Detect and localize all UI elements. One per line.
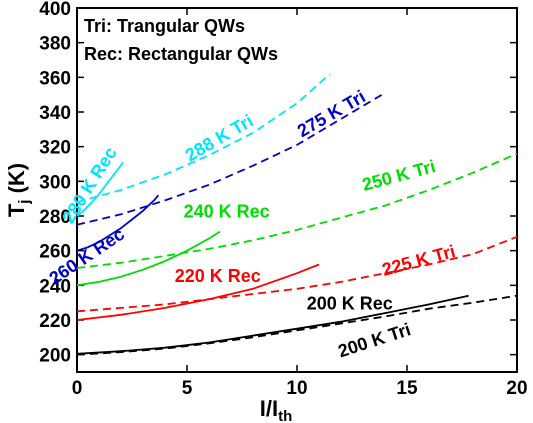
x-tick-label: 0: [72, 378, 83, 399]
y-tick-label: 340: [39, 103, 71, 124]
y-tick-label: 260: [39, 242, 71, 263]
curve-label-250-k-tri: 250 K Tri: [360, 156, 438, 195]
series-line-288-k-tri: [76, 73, 331, 203]
x-axis-label: I/Ith: [260, 396, 293, 423]
curve-label-240-k-rec: 240 K Rec: [184, 202, 270, 222]
y-tick-label: 300: [39, 172, 71, 193]
y-axis-label-sub: j: [16, 200, 33, 205]
y-tick-label: 200: [39, 346, 71, 367]
curve-label-220-k-rec: 220 K Rec: [175, 266, 261, 286]
y-tick-label: 320: [39, 138, 71, 159]
series-line-200-k-rec: [76, 294, 469, 355]
data-series: [76, 73, 518, 356]
curve-label-288-k-tri: 288 K Tri: [182, 111, 257, 166]
y-tick-label: 220: [39, 311, 71, 332]
x-axis-label-sub: th: [278, 408, 292, 423]
y-tick-label: 280: [39, 207, 71, 228]
legend-line-1: Tri: Trangular QWs: [84, 16, 245, 36]
x-tick-label: 20: [506, 378, 527, 399]
series-line-275-k-tri: [76, 92, 386, 226]
y-tick-label: 400: [39, 0, 71, 20]
axis-ticks: 0 5 10 15 20 200 220 240 260 280 300 320 340 360 380 40…: [39, 0, 527, 399]
y-axis-label-main: T: [4, 203, 29, 217]
curve-label-225-k-tri: 225 K Tri: [380, 241, 458, 280]
y-axis-label-unit: (K): [4, 163, 29, 200]
series-line-200-k-tri: [76, 294, 518, 356]
curve-label-275-k-tri: 275 K Tri: [294, 86, 369, 141]
y-tick-label: 360: [39, 68, 71, 89]
legend: Tri: Trangular QWs Rec: Rectangular QWs: [84, 16, 278, 64]
series-line-280-k-rec: [76, 161, 124, 217]
series-line-225-k-tri: [76, 235, 518, 313]
series-line-260-k-rec: [76, 194, 160, 252]
curve-label-200-k-tri: 200 K Tri: [336, 319, 414, 361]
y-tick-label: 380: [39, 34, 71, 55]
series-line-250-k-tri: [76, 152, 518, 269]
x-tick-label: 5: [182, 378, 193, 399]
curve-label-200-k-rec: 200 K Rec: [307, 294, 393, 314]
x-tick-label: 10: [286, 378, 307, 399]
y-tick-label: 240: [39, 276, 71, 297]
legend-line-2: Rec: Rectangular QWs: [84, 44, 278, 64]
x-tick-label: 15: [396, 378, 418, 399]
x-axis-label-main: I/I: [260, 396, 278, 421]
y-axis-label: Tj (K): [4, 163, 33, 217]
series-line-240-k-rec: [76, 230, 221, 287]
